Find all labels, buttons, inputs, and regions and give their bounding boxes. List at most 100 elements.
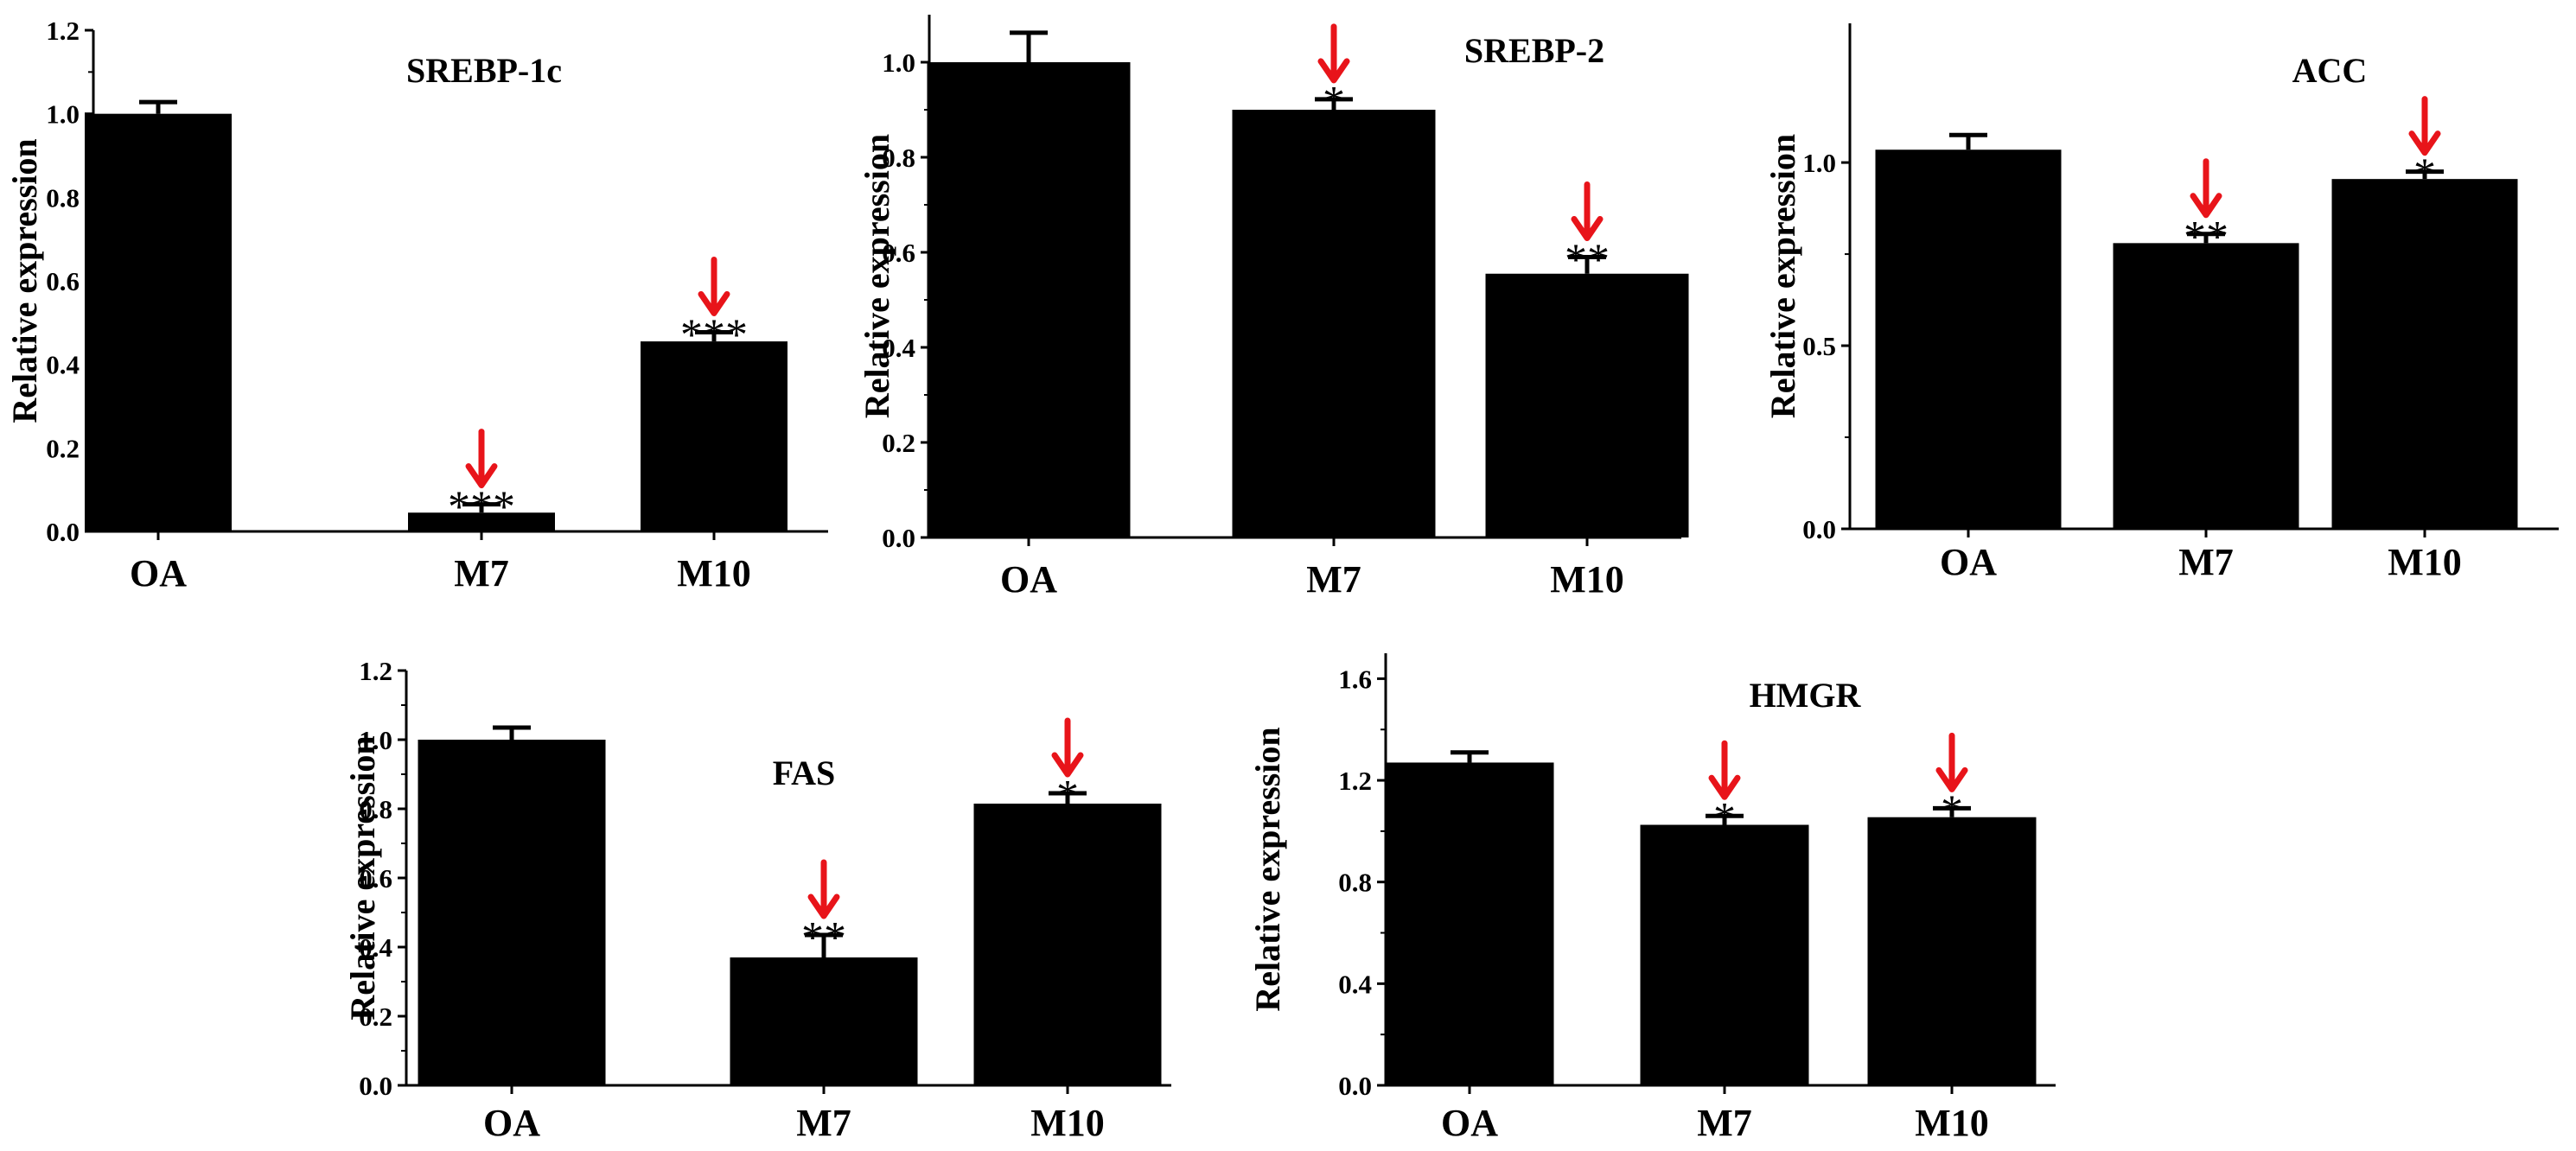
y-tick-label: 0.0 (1338, 1071, 1372, 1101)
panel-title: ACC (2292, 51, 2368, 90)
y-tick-label: 0.4 (1338, 969, 1372, 999)
chart-panel-fas: 0.0 0.2 0.4 0.6 0.8 1.0 1.2 Relative expression… (343, 656, 1171, 1144)
bar-oa (1875, 149, 2062, 529)
arrow-head (465, 463, 498, 489)
y-tick-label: 0.8 (359, 794, 392, 824)
y-tick-label: 1.0 (359, 725, 392, 755)
red-down-arrow-icon (1935, 732, 1968, 792)
x-tick-label-m10: M10 (677, 552, 751, 595)
red-down-arrow-icon (1708, 740, 1741, 800)
significance-label-m7: ** (801, 913, 846, 963)
y-tick-label: 0.5 (1802, 331, 1836, 361)
y-tick-label: 0.0 (882, 523, 915, 553)
red-down-arrow-icon (1571, 181, 1604, 241)
x-tick-label-m10: M10 (1550, 558, 1624, 601)
chart-panel-hmgr: 0.0 0.4 0.8 1.2 1.6 Relative expression HMGR OA… (1248, 653, 2056, 1144)
arrow-head (698, 290, 730, 316)
significance-label-m10: ** (1565, 236, 1610, 285)
bar-m7 (730, 957, 918, 1085)
x-tick-label-m7: M7 (1306, 558, 1361, 601)
panel-title: HMGR (1750, 676, 1862, 715)
arrow-head (2190, 193, 2222, 219)
bar-m10 (2331, 179, 2518, 530)
y-tick-label: 1.2 (359, 656, 392, 686)
panel-title: SREBP-2 (1464, 31, 1604, 70)
panel-title: SREBP-1c (406, 51, 562, 90)
x-tick-label-m7: M7 (454, 552, 509, 595)
bar-m10 (973, 804, 1162, 1085)
bar-m10 (641, 341, 787, 531)
y-tick-label: 0.2 (882, 428, 915, 458)
arrow-head (807, 893, 840, 919)
y-tick-label: 0.4 (882, 333, 915, 363)
red-down-arrow-icon (2408, 96, 2441, 156)
y-tick-label: 0.0 (46, 517, 80, 547)
significance-label-m7: * (1713, 794, 1736, 843)
y-tick-label: 0.2 (46, 433, 80, 463)
arrow-head (1317, 58, 1350, 84)
y-tick-label: 0.8 (1338, 868, 1372, 898)
y-tick-label: 1.6 (1338, 664, 1372, 694)
x-tick-label-oa: OA (1940, 541, 1997, 583)
x-tick-label-oa: OA (1000, 558, 1057, 601)
y-axis-title: Relative expression (1248, 727, 1287, 1011)
arrow-head (1935, 766, 1968, 792)
bar-oa (927, 62, 1131, 537)
y-tick-label: 0.8 (882, 143, 915, 173)
y-tick-label: 1.2 (46, 16, 80, 46)
red-down-arrow-icon (698, 256, 730, 316)
chart-panel-srebp-1c: 0.0 0.2 0.4 0.6 0.8 1.0 1.2 Relative expression… (5, 16, 828, 595)
bar-m10 (1867, 817, 2037, 1085)
significance-label-m10: * (1056, 772, 1079, 821)
red-down-arrow-icon (1051, 717, 1084, 778)
significance-label-m7: ** (2184, 213, 2228, 262)
panel-title: FAS (773, 754, 836, 792)
bar-oa (85, 113, 232, 531)
significance-label-m7: *** (448, 483, 515, 532)
x-tick-label-m7: M7 (2178, 541, 2234, 583)
x-tick-label-oa: OA (483, 1102, 540, 1144)
y-tick-label: 0.6 (46, 266, 80, 296)
chart-panel-srebp-2: 0.0 0.2 0.4 0.6 0.8 1.0 Relative expression SRE… (858, 15, 1689, 601)
bar-oa (418, 740, 606, 1085)
red-down-arrow-icon (2190, 158, 2222, 219)
x-tick-label-m10: M10 (1915, 1102, 1989, 1144)
y-tick-label: 1.0 (1802, 148, 1836, 178)
bar-m10 (1485, 273, 1689, 537)
significance-label-m10: * (2413, 150, 2436, 200)
arrow-head (1571, 216, 1604, 241)
bar-oa (1385, 762, 1554, 1085)
x-tick-label-m7: M7 (1697, 1102, 1752, 1144)
y-tick-label: 0.0 (359, 1071, 392, 1101)
y-axis-title: Relative expression (858, 134, 896, 418)
red-down-arrow-icon (807, 859, 840, 919)
x-tick-label-oa: OA (1441, 1102, 1498, 1144)
red-down-arrow-icon (465, 429, 498, 489)
arrow-head (1708, 774, 1741, 800)
y-axis-title: Relative expression (343, 735, 382, 1020)
significance-label-m7: * (1323, 78, 1345, 127)
y-tick-label: 1.0 (882, 48, 915, 78)
bar-m7 (408, 512, 555, 531)
x-tick-label-oa: OA (130, 552, 187, 595)
bar-m7 (2113, 243, 2299, 529)
significance-label-m10: *** (680, 310, 748, 359)
y-axis-title: Relative expression (1763, 134, 1802, 418)
y-tick-label: 0.0 (1802, 514, 1836, 544)
y-tick-label: 0.4 (46, 350, 80, 380)
red-down-arrow-icon (1317, 23, 1350, 84)
bar-m7 (1232, 110, 1436, 537)
y-tick-label: 0.2 (359, 1002, 392, 1032)
y-tick-label: 0.6 (359, 863, 392, 893)
y-tick-label: 0.6 (882, 238, 915, 268)
arrow-head (1051, 752, 1084, 778)
significance-label-m10: * (1941, 786, 1963, 836)
arrow-head (2408, 130, 2441, 156)
y-tick-label: 1.0 (46, 99, 80, 130)
x-tick-label-m7: M7 (796, 1102, 851, 1144)
y-axis-title: Relative expression (5, 138, 44, 423)
x-tick-label-m10: M10 (1030, 1102, 1105, 1144)
y-tick-label: 0.8 (46, 182, 80, 213)
